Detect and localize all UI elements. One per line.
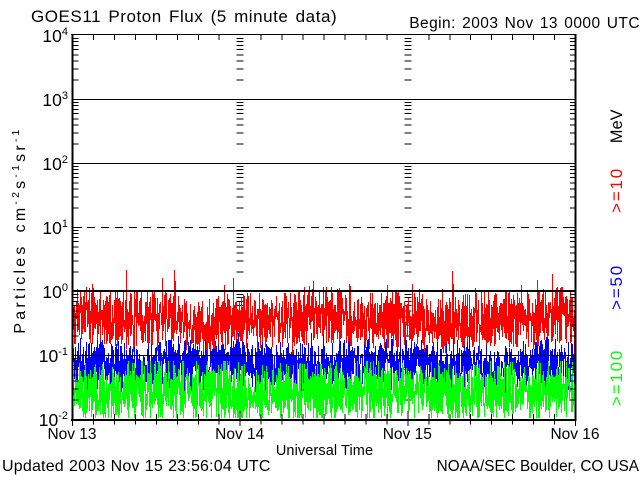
svg-text:Universal Time: Universal Time bbox=[276, 443, 373, 459]
svg-text:Nov 13: Nov 13 bbox=[47, 426, 96, 443]
svg-text:104: 104 bbox=[42, 26, 68, 46]
svg-text:NOAA/SEC Boulder, CO USA: NOAA/SEC Boulder, CO USA bbox=[437, 458, 640, 475]
svg-text:MeV: MeV bbox=[608, 109, 626, 143]
svg-text:>=100: >=100 bbox=[607, 349, 626, 406]
svg-text:>=10: >=10 bbox=[607, 167, 626, 213]
svg-text:Nov 14: Nov 14 bbox=[215, 426, 264, 443]
svg-text:Particles cm-2s-1sr-1: Particles cm-2s-1sr-1 bbox=[10, 126, 29, 333]
svg-text:100: 100 bbox=[42, 282, 68, 302]
svg-text:103: 103 bbox=[42, 90, 68, 110]
svg-text:102: 102 bbox=[42, 154, 68, 174]
svg-text:101: 101 bbox=[42, 218, 68, 238]
svg-text:>=50: >=50 bbox=[607, 264, 626, 310]
svg-text:Begin: 2003 Nov 13 0000 UTC: Begin: 2003 Nov 13 0000 UTC bbox=[409, 15, 640, 32]
svg-text:Updated 2003 Nov 15 23:56:04 U: Updated 2003 Nov 15 23:56:04 UTC bbox=[2, 458, 271, 475]
svg-text:Nov 15: Nov 15 bbox=[383, 426, 432, 443]
svg-text:GOES11 Proton Flux (5 minute d: GOES11 Proton Flux (5 minute data) bbox=[31, 7, 337, 26]
svg-text:Nov 16: Nov 16 bbox=[550, 426, 599, 443]
